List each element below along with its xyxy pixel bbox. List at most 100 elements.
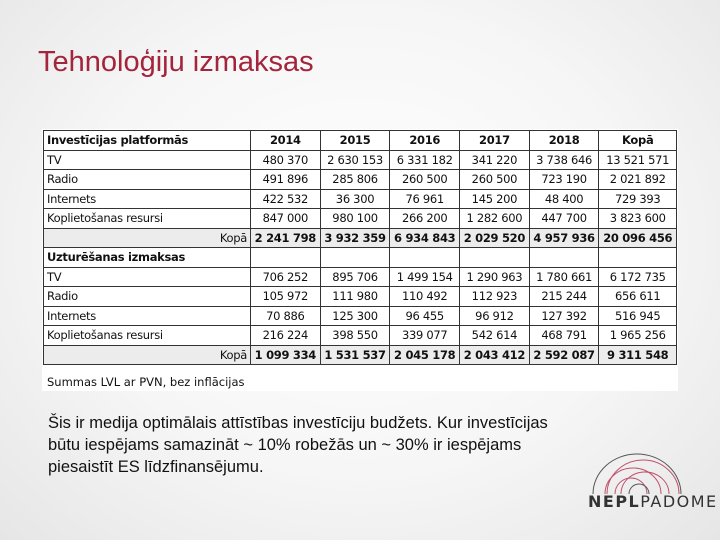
table-row: TV 480 370 2 630 153 6 331 182 341 220 3 738 … bbox=[43, 149, 677, 170]
table-cell: 110 492 bbox=[389, 286, 461, 307]
table-cell: 339 077 bbox=[389, 325, 461, 346]
column-header bbox=[319, 247, 391, 268]
table-cell: 76 961 bbox=[389, 188, 461, 209]
table-row: Koplietošanas resursi 216 224 398 550 339 0… bbox=[43, 325, 677, 346]
row-label: Radio bbox=[43, 169, 251, 190]
total-row: Kopā 2 241 798 3 932 359 6 934 843 2 029 520… bbox=[43, 227, 677, 248]
total-cell: 2 043 412 bbox=[459, 344, 530, 365]
table-cell: 13 521 571 bbox=[598, 149, 677, 170]
table-row: Radio 491 896 285 806 260 500 260 500 723 190… bbox=[43, 169, 677, 190]
table-cell: 285 806 bbox=[319, 169, 391, 190]
cost-table: Investīcijas platformās 2014 2015 2016 2017 2… bbox=[43, 130, 677, 365]
column-header bbox=[389, 247, 461, 268]
column-header: 2016 bbox=[389, 130, 461, 151]
table-cell: 723 190 bbox=[528, 169, 600, 190]
total-cell: 9 311 548 bbox=[598, 344, 677, 365]
table-cell: 398 550 bbox=[319, 325, 391, 346]
logo-text-bold: NEPL bbox=[588, 492, 641, 511]
table-cell: 468 791 bbox=[528, 325, 600, 346]
total-cell: 1 531 537 bbox=[319, 344, 391, 365]
table-cell: 266 200 bbox=[389, 208, 461, 229]
table-row: Internets 70 886 125 300 96 455 96 912 127 39… bbox=[43, 305, 677, 326]
logo-text-regular: PADOME bbox=[640, 492, 718, 511]
table-cell: 656 611 bbox=[598, 286, 677, 307]
row-label: TV bbox=[43, 266, 251, 287]
total-label: Kopā bbox=[43, 227, 251, 248]
table-cell: 491 896 bbox=[250, 169, 321, 190]
table-row: Koplietošanas resursi 847 000 980 100 266 2… bbox=[43, 208, 677, 229]
row-label: Internets bbox=[43, 305, 251, 326]
row-label: Koplietošanas resursi bbox=[43, 325, 251, 346]
table-cell: 2 630 153 bbox=[319, 149, 391, 170]
table-cell: 1 499 154 bbox=[389, 266, 461, 287]
section-header: Uzturēšanas izmaksas bbox=[43, 247, 251, 268]
table-cell: 516 945 bbox=[598, 305, 677, 326]
table-cell: 70 886 bbox=[250, 305, 321, 326]
table-row: Internets 422 532 36 300 76 961 145 200 48 40… bbox=[43, 188, 677, 209]
table-cell: 105 972 bbox=[250, 286, 321, 307]
total-cell: 4 957 936 bbox=[528, 227, 600, 248]
table-cell: 125 300 bbox=[319, 305, 391, 326]
section-header-row: Uzturēšanas izmaksas bbox=[43, 247, 677, 268]
table-cell: 112 923 bbox=[459, 286, 530, 307]
table-cell: 145 200 bbox=[459, 188, 530, 209]
table-cell: 1 282 600 bbox=[459, 208, 530, 229]
table-cell: 127 392 bbox=[528, 305, 600, 326]
table-cell: 1 780 661 bbox=[528, 266, 600, 287]
table-row: Radio 105 972 111 980 110 492 112 923 215 244… bbox=[43, 286, 677, 307]
column-header: 2018 bbox=[528, 130, 600, 151]
total-cell: 20 096 456 bbox=[598, 227, 677, 248]
column-header bbox=[528, 247, 600, 268]
total-label: Kopā bbox=[43, 344, 251, 365]
total-row: Kopā 1 099 334 1 531 537 2 045 178 2 043 412… bbox=[43, 344, 677, 365]
table-cell: 216 224 bbox=[250, 325, 321, 346]
table-cell: 3 823 600 bbox=[598, 208, 677, 229]
table-cell: 111 980 bbox=[319, 286, 391, 307]
logo-arcs-icon bbox=[592, 453, 682, 495]
total-cell: 2 592 087 bbox=[528, 344, 600, 365]
column-header: 2014 bbox=[250, 130, 321, 151]
table-cell: 1 965 256 bbox=[598, 325, 677, 346]
section-header: Investīcijas platformās bbox=[43, 130, 251, 151]
column-header bbox=[250, 247, 321, 268]
table-cell: 480 370 bbox=[250, 149, 321, 170]
total-cell: 6 934 843 bbox=[389, 227, 461, 248]
column-header bbox=[598, 247, 677, 268]
column-header: Kopā bbox=[598, 130, 677, 151]
table-cell: 96 455 bbox=[389, 305, 461, 326]
total-cell: 2 029 520 bbox=[459, 227, 530, 248]
table-cell: 48 400 bbox=[528, 188, 600, 209]
row-label: TV bbox=[43, 149, 251, 170]
total-cell: 3 932 359 bbox=[319, 227, 391, 248]
table-cell: 6 331 182 bbox=[389, 149, 461, 170]
table-cell: 980 100 bbox=[319, 208, 391, 229]
table-cell: 96 912 bbox=[459, 305, 530, 326]
table-cell: 215 244 bbox=[528, 286, 600, 307]
table-row: TV 706 252 895 706 1 499 154 1 290 963 1 780 … bbox=[43, 266, 677, 287]
table-cell: 1 290 963 bbox=[459, 266, 530, 287]
table-cell: 729 393 bbox=[598, 188, 677, 209]
table-cell: 447 700 bbox=[528, 208, 600, 229]
table-cell: 260 500 bbox=[389, 169, 461, 190]
nepl-padome-logo: NEPLPADOME bbox=[585, 448, 716, 518]
column-header bbox=[459, 247, 530, 268]
table-cell: 542 614 bbox=[459, 325, 530, 346]
section-header-row: Investīcijas platformās 2014 2015 2016 2017 2… bbox=[43, 130, 677, 151]
column-header: 2015 bbox=[319, 130, 391, 151]
table-cell: 6 172 735 bbox=[598, 266, 677, 287]
logo-text: NEPLPADOME bbox=[588, 492, 718, 511]
table-cell: 706 252 bbox=[250, 266, 321, 287]
table-cell: 2 021 892 bbox=[598, 169, 677, 190]
table-cell: 260 500 bbox=[459, 169, 530, 190]
total-cell: 2 241 798 bbox=[250, 227, 321, 248]
table-note: Summas LVL ar PVN, bez inflācijas bbox=[47, 375, 245, 389]
table-cell: 422 532 bbox=[250, 188, 321, 209]
row-label: Radio bbox=[43, 286, 251, 307]
body-text: Šis ir medija optimālais attīstības inve… bbox=[48, 414, 548, 476]
slide-title: Tehnoloģiju izmaksas bbox=[38, 46, 314, 78]
column-header: 2017 bbox=[459, 130, 530, 151]
table-cell: 3 738 646 bbox=[528, 149, 600, 170]
cost-table-image: Investīcijas platformās 2014 2015 2016 2017 2… bbox=[42, 129, 678, 391]
table-cell: 895 706 bbox=[319, 266, 391, 287]
total-cell: 1 099 334 bbox=[250, 344, 321, 365]
